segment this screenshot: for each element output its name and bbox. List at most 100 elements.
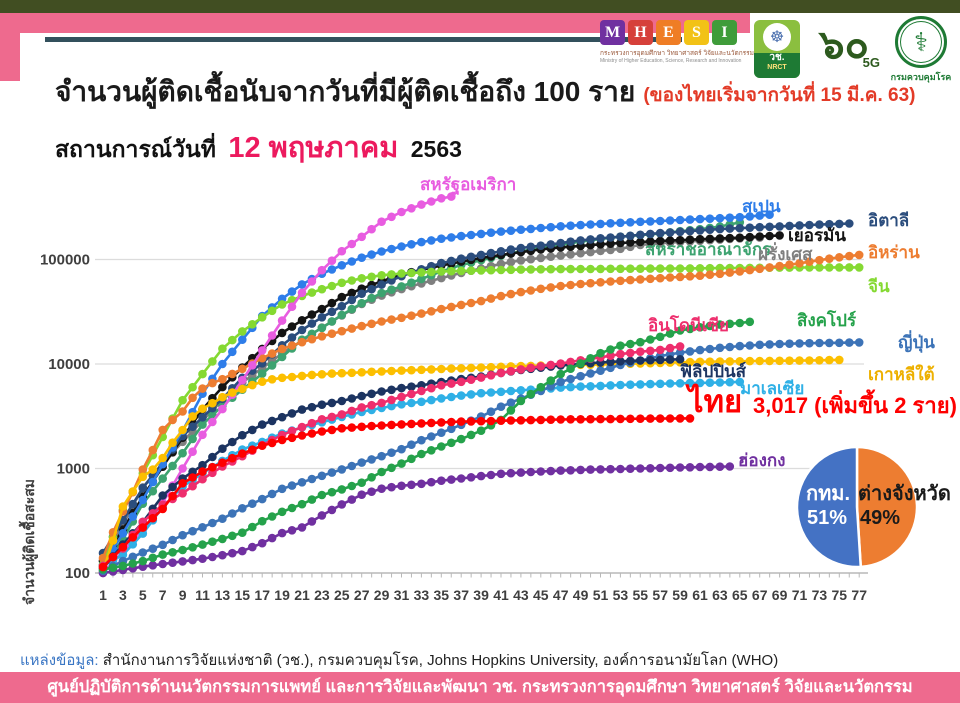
- data-point-singapore: [437, 442, 446, 451]
- data-point-china: [427, 267, 436, 277]
- data-point-italy: [516, 243, 526, 253]
- data-point-thailand: [546, 415, 556, 424]
- data-point-italy: [705, 225, 715, 234]
- anniversary-5g-tag: 5G: [862, 55, 880, 70]
- data-point-philippines: [636, 356, 645, 365]
- data-point-singapore: [307, 495, 317, 504]
- data-point-korea: [735, 357, 745, 366]
- data-point-italy: [626, 231, 635, 241]
- data-point-usa: [407, 204, 416, 213]
- data-point-hongkong: [546, 466, 556, 476]
- data-point-hongkong: [486, 470, 496, 480]
- data-point-italy: [725, 224, 735, 233]
- data-point-china: [665, 264, 675, 273]
- data-point-malaysia: [636, 380, 645, 389]
- data-point-korea: [725, 357, 735, 366]
- data-point-thailand: [566, 415, 575, 424]
- nrct-logo: ☸ วช. NRCT: [754, 20, 800, 78]
- data-point-germany: [307, 310, 317, 319]
- data-point-spain: [427, 236, 436, 245]
- data-point-spain: [417, 237, 426, 247]
- data-point-italy: [506, 245, 516, 254]
- data-point-france: [536, 253, 546, 263]
- data-point-france: [506, 257, 516, 267]
- data-point-germany: [218, 382, 227, 392]
- x-tick-label-21: 21: [294, 587, 310, 603]
- x-tick-label-51: 51: [593, 587, 609, 603]
- data-point-thailand: [626, 414, 635, 424]
- data-point-iran: [178, 407, 187, 416]
- data-point-philippines: [267, 416, 277, 426]
- data-point-malaysia: [387, 401, 396, 411]
- data-point-iran: [188, 393, 197, 403]
- data-point-spain: [516, 225, 526, 234]
- data-point-thailand: [516, 416, 526, 425]
- data-point-singapore: [506, 406, 516, 415]
- data-point-indonesia: [675, 342, 685, 351]
- data-point-spain: [665, 216, 675, 225]
- data-point-japan: [795, 339, 804, 348]
- data-point-iran: [516, 287, 526, 297]
- data-point-italy: [456, 254, 466, 263]
- data-point-thailand: [377, 421, 386, 430]
- data-point-china: [815, 263, 824, 272]
- data-point-spain: [486, 228, 496, 237]
- data-point-thailand: [347, 423, 357, 432]
- data-point-china: [566, 264, 575, 274]
- data-point-iran: [238, 364, 247, 374]
- data-point-china: [476, 266, 486, 275]
- x-tick-label-37: 37: [453, 587, 469, 603]
- pie-slice-bkk: [795, 445, 863, 569]
- data-point-philippines: [646, 355, 655, 365]
- series-label-usa: สหรัฐอเมริกา: [420, 175, 517, 194]
- x-tick-label-65: 65: [732, 587, 748, 603]
- data-point-usa: [267, 331, 277, 340]
- data-point-spain: [715, 213, 725, 223]
- data-point-singapore: [735, 318, 745, 328]
- data-point-iran: [675, 272, 685, 282]
- data-point-indonesia: [427, 383, 436, 393]
- data-point-singapore: [138, 556, 148, 566]
- data-point-italy: [138, 483, 148, 493]
- data-point-philippines: [228, 437, 237, 447]
- data-point-singapore: [277, 507, 287, 517]
- data-point-singapore: [516, 396, 526, 406]
- data-point-korea: [287, 372, 297, 382]
- data-point-malaysia: [576, 382, 585, 391]
- data-point-uk: [417, 274, 426, 284]
- data-point-iran: [297, 337, 307, 347]
- data-point-thailand: [108, 552, 118, 562]
- data-point-china: [546, 264, 556, 274]
- data-point-singapore: [556, 369, 565, 379]
- data-point-korea: [486, 362, 496, 372]
- data-point-singapore: [208, 537, 217, 546]
- data-point-indonesia: [626, 348, 635, 358]
- data-point-singapore: [626, 339, 635, 349]
- nrct-th-abbrev: วช.: [769, 52, 785, 63]
- data-point-italy: [596, 234, 605, 243]
- data-point-italy: [795, 221, 804, 230]
- data-point-italy: [566, 237, 575, 246]
- data-point-hongkong: [228, 548, 237, 558]
- data-point-uk: [347, 304, 357, 314]
- data-point-singapore: [576, 359, 585, 368]
- data-point-korea: [407, 365, 416, 375]
- caduceus-icon: ⚕: [895, 16, 947, 68]
- data-point-france: [576, 248, 585, 258]
- data-point-korea: [257, 377, 267, 386]
- data-point-usa: [377, 217, 386, 226]
- data-point-italy: [576, 236, 585, 245]
- data-point-japan: [337, 465, 347, 474]
- data-point-thailand: [228, 453, 237, 463]
- data-point-hongkong: [715, 462, 725, 472]
- data-point-china: [675, 264, 685, 273]
- data-point-thailand: [397, 420, 406, 429]
- data-point-singapore: [606, 345, 615, 354]
- data-point-usa: [397, 207, 406, 217]
- data-point-thailand: [616, 414, 625, 424]
- data-point-iran: [775, 261, 784, 271]
- data-point-thailand: [586, 414, 595, 424]
- data-point-singapore: [616, 341, 625, 350]
- data-point-philippines: [626, 356, 635, 366]
- data-point-indonesia: [387, 395, 396, 405]
